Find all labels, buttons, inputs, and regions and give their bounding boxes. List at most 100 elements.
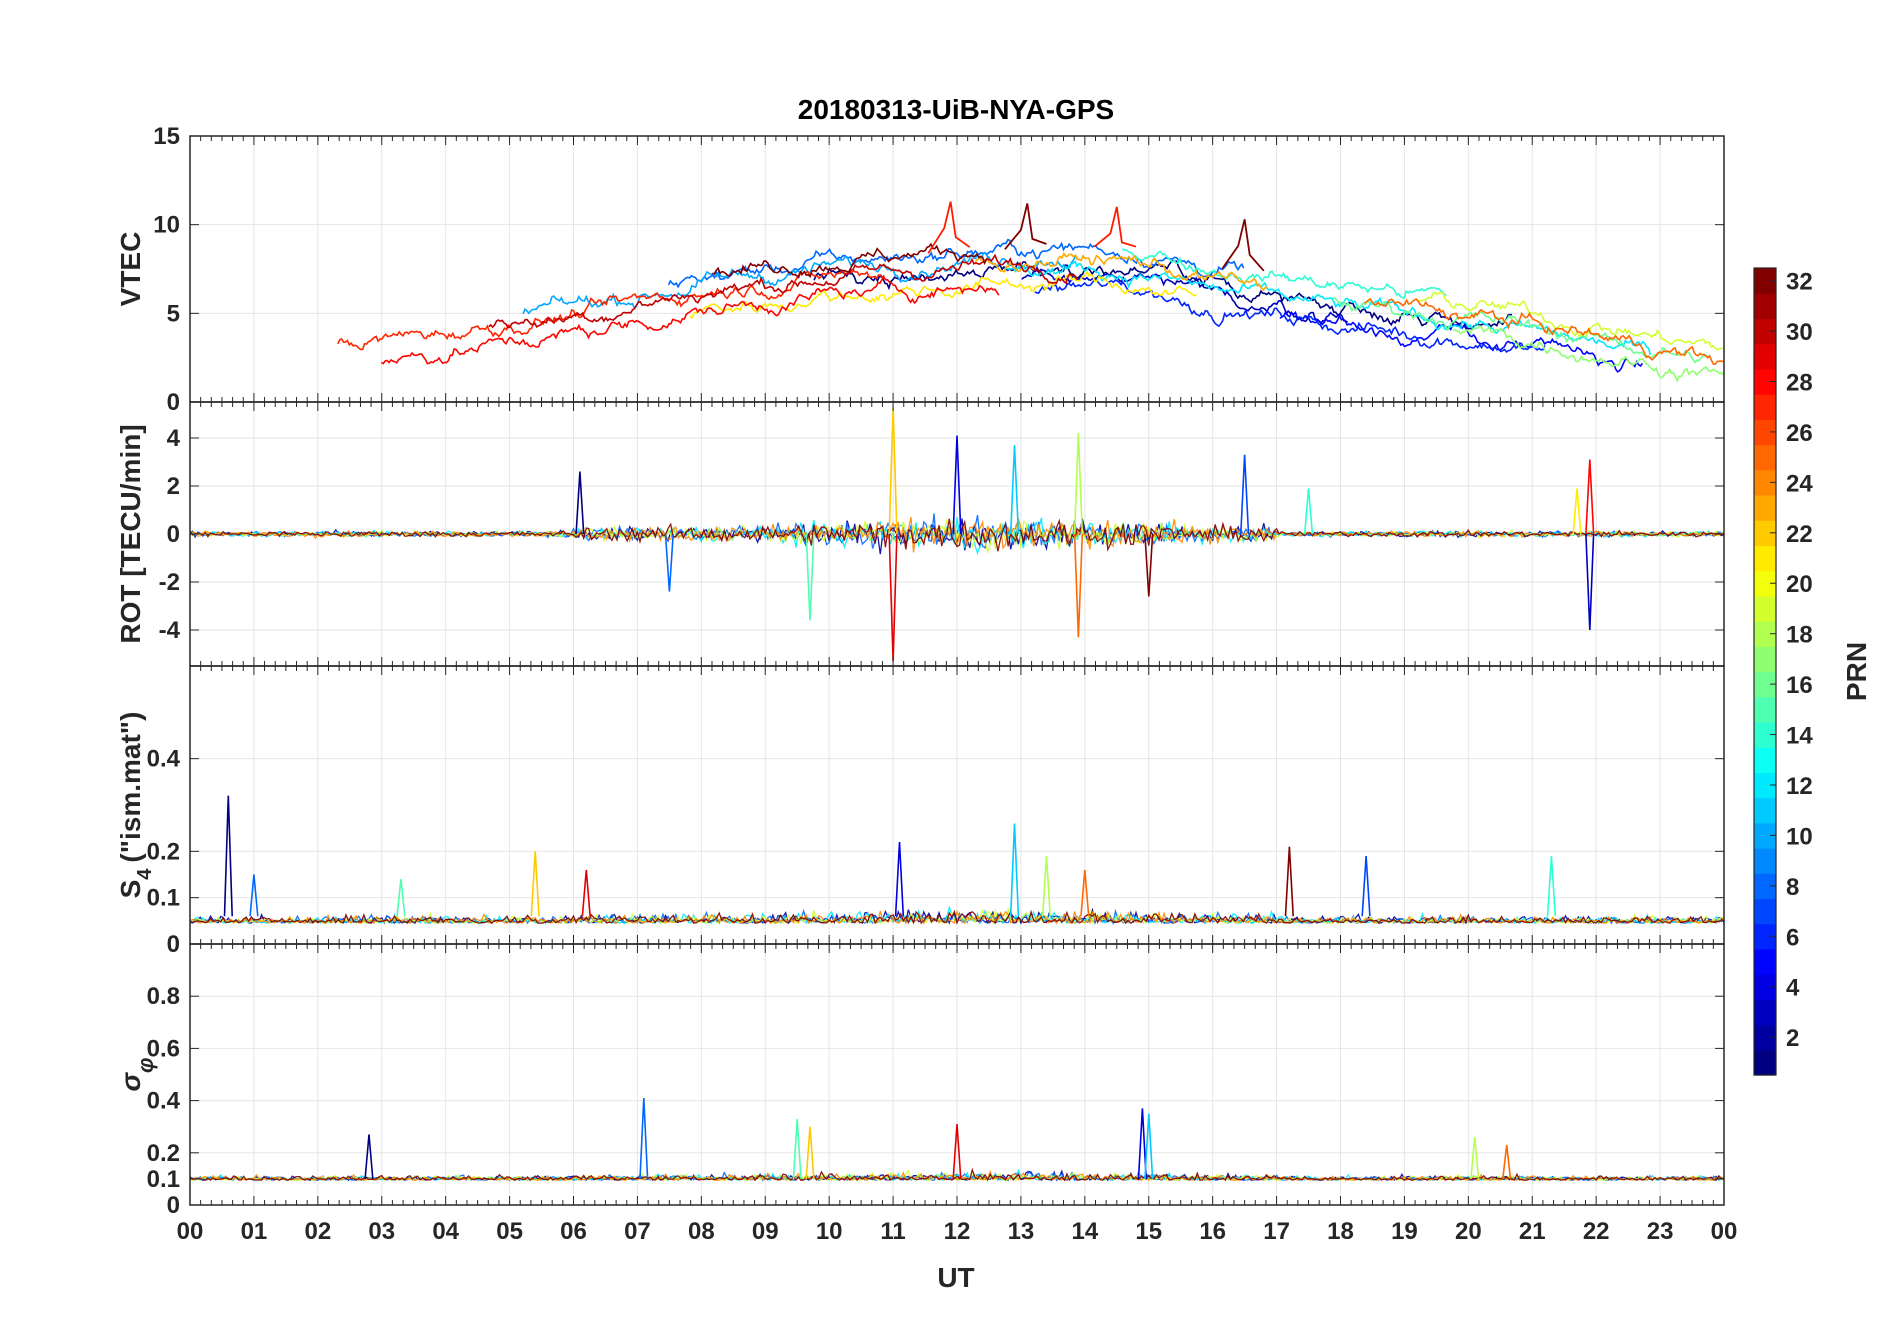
colorbar-frame [1753,267,1777,1076]
y-axis-title-subscript: φ [133,1057,158,1072]
colorbar-segment [1754,898,1776,925]
colorbar-tick-label: 28 [1786,369,1813,396]
series-peak [1093,206,1137,248]
data-spike [1572,488,1582,535]
colorbar-segment [1754,797,1776,824]
x-tick-label: 22 [1583,1218,1610,1245]
series-line-prn-17 [1452,324,1724,383]
colorbar-segment [1754,646,1776,673]
y-axis-title-rest: ("ism.mat") [115,712,146,863]
series-line-prn-32 [712,242,988,279]
data-spike [223,795,233,917]
data-spike [364,1134,374,1179]
data-spike [1009,823,1020,917]
y-tick-label: 0.1 [147,1166,180,1193]
colorbar-tick-label: 30 [1786,319,1813,346]
y-tick-label: 5 [167,300,180,327]
y-tick-label: 0.2 [147,838,180,865]
colorbar-segment [1754,444,1776,471]
x-tick-label: 23 [1647,1218,1674,1245]
series-line-prn-32 [189,518,1725,552]
data-spike [1303,488,1314,535]
y-axis-title: ROT [TECU/min] [115,424,146,643]
x-tick-label: 19 [1391,1218,1418,1245]
data-spike [1284,846,1294,917]
x-tick-label: 12 [944,1218,971,1245]
colorbar-segment [1754,368,1776,395]
colorbar-segment [1754,1049,1776,1076]
data-spike [792,1118,802,1179]
data-spike [249,874,259,917]
series-line-prn-32 [189,909,1725,925]
colorbar-tick-label: 20 [1786,571,1813,598]
y-tick-label: -2 [159,569,180,596]
data-spike [1144,1113,1154,1179]
series-peak [1221,219,1265,272]
y-tick-label: 0 [167,931,180,958]
x-tick-label: 01 [241,1218,268,1245]
colorbar-segment [1754,293,1776,320]
data-spike [894,842,905,917]
data-spike [396,879,406,917]
colorbar-segment [1754,621,1776,647]
data-spike [952,435,962,535]
colorbar-tick-label: 26 [1786,420,1813,447]
colorbar-segment [1754,494,1776,521]
colorbar-tick-label: 8 [1786,874,1799,901]
data-spike [1502,1144,1512,1179]
x-tick-label: 07 [624,1218,651,1245]
series-line-prn-14 [1122,248,1447,299]
y-axis-title-subscript: 4 [134,868,156,880]
data-spike [1240,454,1250,535]
x-tick-label: 02 [304,1218,331,1245]
series-line-prn-25 [1364,297,1724,366]
series-line-prn-28 [380,276,1000,365]
colorbar-tick-label: 12 [1786,773,1813,800]
y-tick-label: 0 [167,1192,180,1219]
series-line-prn-1 [813,259,1513,330]
series-peak [1004,203,1047,250]
data-spike [1137,1108,1147,1179]
data-spike [530,851,540,917]
colorbar-segment [1754,974,1776,1000]
colorbar-segment [1754,394,1776,420]
y-tick-label: 0 [167,389,180,416]
y-tick-label: 15 [153,123,180,150]
colorbar-segment [1754,721,1776,748]
x-tick-label: 16 [1199,1218,1226,1245]
x-tick-label: 10 [816,1218,843,1245]
colorbar-segment [1754,419,1776,446]
x-tick-label: 15 [1135,1218,1162,1245]
colorbar-segment [1754,948,1776,975]
series-line-prn-21 [689,270,1197,320]
series-line-prn-6 [1034,277,1546,353]
colorbar-segment [1754,671,1776,698]
y-tick-label: 2 [167,473,180,500]
x-tick-label: 14 [1071,1218,1098,1245]
chart-title: 20180313-UiB-NYA-GPS [798,94,1114,125]
colorbar-segment [1754,772,1776,799]
colorbar-tick-label: 24 [1786,470,1813,497]
x-tick-label: 00 [1711,1218,1738,1245]
series-line-prn-30 [488,253,1079,329]
x-tick-label: 08 [688,1218,715,1245]
x-tick-label: 09 [752,1218,779,1245]
x-tick-label: 18 [1327,1218,1354,1245]
data-spike [1585,459,1595,535]
data-spike [1009,445,1020,535]
data-spike [1585,533,1595,631]
y-tick-label: 0.4 [147,1088,181,1115]
x-tick-label: 11 [880,1218,905,1245]
data-spike [1144,533,1154,597]
y-tick-label: 0.6 [147,1035,180,1062]
data-spike [805,533,815,621]
colorbar-segment [1754,848,1776,874]
panel-vtec: 0 5 10 15 VTEC [115,123,1725,416]
data-spike [1073,433,1084,535]
x-axis-title: UT [937,1262,974,1293]
data-spike [1361,855,1371,917]
colorbar-title: PRN [1841,642,1872,701]
colorbar-segment [1754,696,1776,723]
series-line-prn-23 [974,251,1268,292]
